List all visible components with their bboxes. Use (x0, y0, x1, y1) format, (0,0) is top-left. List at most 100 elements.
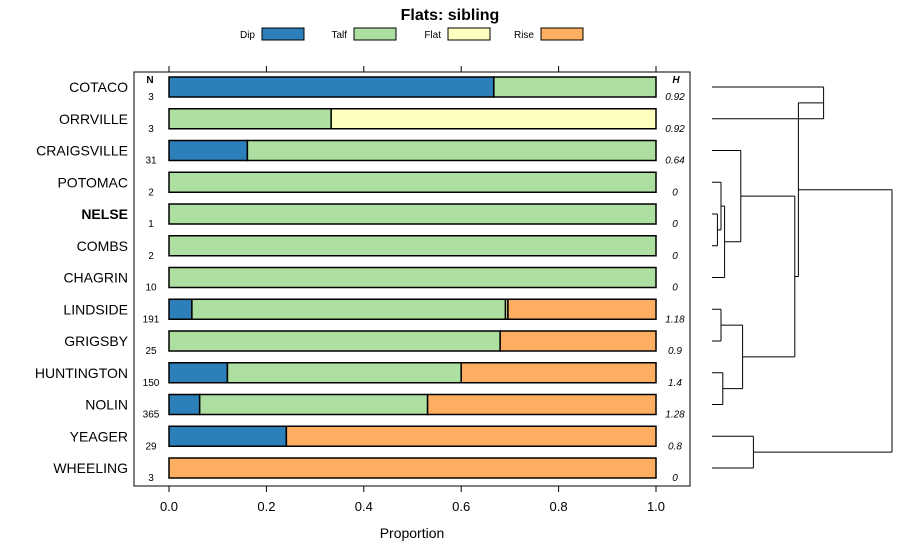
x-tick-label: 0.0 (160, 499, 178, 514)
row-combs: COMBS 2 0 (77, 235, 678, 262)
x-tick-label: 0.6 (452, 499, 470, 514)
row-n-value: 31 (145, 156, 157, 167)
bar-segment-dip (168, 393, 201, 416)
bar-segment-rise (168, 457, 657, 479)
row-h-value: 0 (672, 251, 678, 262)
bar-segment-rise (285, 425, 657, 447)
bar-segment-dip (168, 425, 288, 447)
legend-swatch-dip (261, 27, 305, 41)
row-label: CHAGRIN (63, 270, 128, 286)
row-yeager: YEAGER 29 0.8 (70, 425, 682, 452)
x-tick-label: 0.8 (550, 499, 568, 514)
row-label: WHEELING (53, 460, 128, 476)
row-label: GRIGSBY (64, 333, 128, 349)
row-n-value: 2 (148, 251, 154, 262)
legend-swatch-talf (353, 27, 397, 41)
bar-segment-talf (168, 171, 657, 193)
row-h-value: 0.9 (668, 346, 682, 357)
row-label: NELSE (81, 206, 128, 222)
row-lindside: LINDSIDE 191 1.18 (63, 298, 685, 325)
row-h-value: 1.28 (665, 410, 685, 421)
bar-segment-dip (168, 362, 229, 384)
dendrogram (712, 86, 893, 469)
bar-segment-flat (330, 108, 657, 130)
n-column-header: N (146, 75, 153, 86)
row-chagrin: CHAGRIN 10 0 (63, 266, 678, 294)
bar-segment-dip (168, 298, 193, 320)
bar-segment-talf (493, 76, 657, 98)
row-h-value: 0.64 (665, 156, 685, 167)
row-n-value: 365 (143, 410, 160, 421)
bar-segment-rise (426, 393, 657, 416)
bar-segment-talf (168, 203, 657, 225)
row-n-value: 150 (143, 378, 160, 389)
row-n-value: 3 (148, 92, 154, 103)
bar-segment-talf (168, 235, 657, 257)
bar-segment-talf (168, 108, 332, 130)
legend-swatch-flat (447, 27, 491, 41)
row-cotaco: COTACO 3 0.92 (69, 76, 685, 103)
legend-label-dip: Dip (240, 30, 255, 41)
row-h-value: 0.92 (665, 92, 685, 103)
bar-segment-rise (499, 330, 657, 352)
row-label: ORRVILLE (59, 111, 128, 127)
x-axis: 0.0 0.2 0.4 0.6 0.8 1.0 (160, 486, 665, 514)
row-label: CRAIGSVILLE (36, 143, 128, 159)
row-nolin: NOLIN 365 1.28 (85, 393, 685, 421)
row-h-value: 0.92 (665, 124, 685, 135)
bar-segment-dip (168, 76, 495, 98)
row-craigsville: CRAIGSVILLE 31 0.64 (36, 139, 685, 167)
row-orrville: ORRVILLE 3 0.92 (59, 108, 685, 135)
bar-segment-rise (507, 298, 657, 320)
row-potomac: POTOMAC 2 0 (57, 171, 678, 198)
row-h-value: 0 (672, 283, 678, 294)
bar-segment-dip (168, 139, 249, 162)
row-label: COTACO (69, 79, 128, 95)
bar-segment-rise (460, 362, 657, 384)
legend-label-talf: Talf (331, 30, 347, 41)
row-n-value: 1 (148, 219, 154, 230)
row-n-value: 3 (148, 124, 154, 135)
row-n-value: 29 (145, 441, 157, 452)
row-n-value: 191 (143, 314, 160, 325)
top-axis-ticks (168, 66, 657, 72)
row-h-value: 1.4 (668, 378, 682, 389)
x-tick-label: 0.2 (257, 499, 275, 514)
row-label: HUNTINGTON (35, 365, 128, 381)
row-label: NOLIN (85, 397, 128, 413)
row-label: POTOMAC (57, 174, 128, 190)
row-label: COMBS (77, 238, 128, 254)
plot-frame (133, 71, 691, 487)
legend-swatch-rise (540, 27, 584, 41)
x-tick-label: 1.0 (647, 499, 665, 514)
row-h-value: 1.18 (665, 314, 685, 325)
row-n-value: 3 (148, 473, 154, 484)
legend-label-rise: Rise (514, 30, 534, 41)
bar-segment-talf (246, 139, 657, 162)
row-nelse: NELSE 1 0 (81, 203, 678, 230)
legend-label-flat: Flat (424, 30, 441, 41)
x-axis-label: Proportion (380, 525, 445, 541)
bar-segment-talf (168, 266, 657, 289)
chart-title: Flats: sibling (401, 7, 500, 24)
bar-segment-talf (191, 298, 507, 320)
row-huntington: HUNTINGTON 150 1.4 (35, 362, 682, 389)
row-n-value: 2 (148, 187, 154, 198)
row-grigsby: GRIGSBY 25 0.9 (64, 330, 682, 357)
x-tick-label: 0.4 (355, 499, 373, 514)
row-h-value: 0 (672, 219, 678, 230)
row-n-value: 10 (145, 283, 157, 294)
h-column-header: H (672, 75, 680, 86)
row-h-value: 0.8 (668, 441, 682, 452)
row-h-value: 0 (672, 473, 678, 484)
bar-segment-talf (168, 330, 501, 352)
row-label: LINDSIDE (63, 301, 128, 317)
row-label: YEAGER (70, 428, 128, 444)
bar-segment-talf (226, 362, 462, 384)
legend: Dip Talf Flat Rise (240, 27, 584, 41)
bar-segment-talf (198, 393, 429, 416)
row-n-value: 25 (145, 346, 157, 357)
row-wheeling: WHEELING 3 0 (53, 457, 678, 484)
